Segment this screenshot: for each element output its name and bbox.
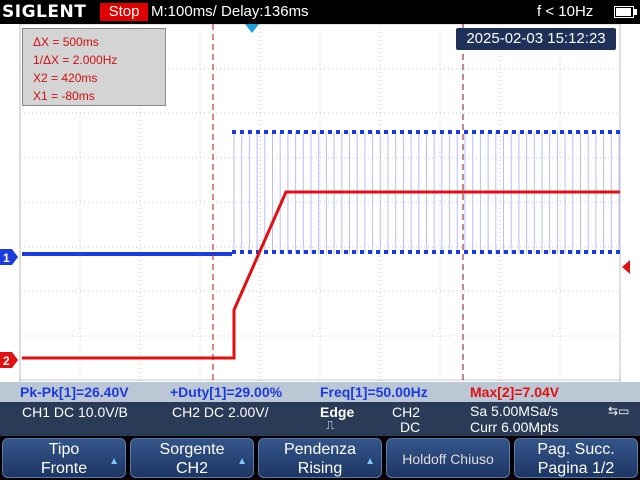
cursor-info-panel: ΔX = 500ms 1/ΔX = 2.000Hz X2 = 420ms X1 … [22,28,166,106]
rising-edge-icon: ⎍ [326,418,335,432]
menu-button-sorgente-value: CH2 [175,460,208,477]
menu-button-pendenza-value: Rising [297,460,343,477]
menu-button-next-page-value: Pagina 1/2 [537,460,615,477]
trigger-coupling: DC [400,419,421,435]
trigger-type[interactable]: Edge [320,404,355,420]
brand-logo: SIGLENT [2,2,87,22]
trigger-frequency-readout: f < 10Hz [537,3,594,20]
menu-button-pendenza[interactable]: Pendenza Rising ▲ [258,438,382,478]
channel-info-bar: CH1 DC 10.0V/B CH2 DC 2.00V/ Edge ⎍ CH2 … [0,402,640,436]
chevron-up-icon: ▲ [365,456,375,467]
battery-icon [614,6,637,18]
ch2-marker-label: 2 [3,354,10,368]
cursor-delta-x: ΔX = 500ms [33,35,99,49]
run-state-badge[interactable]: Stop [100,3,148,21]
menu-button-sorgente[interactable]: Sorgente CH2 ▲ [130,438,254,478]
trigger-position-marker[interactable] [245,24,259,33]
measurement-max: Max[2]=7.04V [470,384,560,400]
menu-button-next-page[interactable]: Pag. Succ. Pagina 1/2 [514,438,638,478]
ch2-offset-marker[interactable] [0,352,18,368]
soft-menu: Tipo Fronte ▲ Sorgente CH2 ▲ Pendenza Ri… [0,436,640,480]
cursor-inverse-delta-x: 1/ΔX = 2.000Hz [33,53,118,67]
ch1-marker-label: 1 [3,251,10,265]
menu-button-pendenza-label: Pendenza [283,441,357,458]
menu-button-sorgente-label: Sorgente [159,441,225,458]
menu-button-tipo-value: Fronte [40,460,88,477]
status-bar: SIGLENT Stop M:100ms/ Delay:136ms f < 10… [0,0,640,24]
waveform-display[interactable]: 1 2 ΔX = 500ms 1/ΔX = 2.000Hz X2 = 420ms… [0,24,640,382]
trigger-level-marker[interactable] [622,260,630,274]
menu-button-holdoff[interactable]: Holdoff Chiuso [386,438,510,478]
datetime-readout: 2025-02-03 15:12:23 [456,28,616,50]
measurement-duty: +Duty[1]=29.00% [170,384,283,400]
menu-button-next-page-label: Pag. Succ. [537,441,615,458]
sample-rate: Sa 5.00MSa/s [470,403,558,419]
chevron-up-icon: ▲ [109,456,119,467]
ch1-offset-marker[interactable] [0,249,18,265]
measurement-pkpk: Pk-Pk[1]=26.40V [20,384,129,400]
trigger-source: CH2 [392,404,421,420]
waveform-graticule: 1 2 [0,24,630,382]
menu-button-tipo-label: Tipo [48,441,80,458]
usb-icon: ⇆▭ [608,404,630,418]
memory-depth: Curr 6.00Mpts [470,419,559,435]
ch2-settings[interactable]: CH2 DC 2.00V/ [172,404,269,420]
menu-button-tipo[interactable]: Tipo Fronte ▲ [2,438,126,478]
cursor-x2-value: X2 = 420ms [33,71,98,85]
ch2-trace [22,190,620,360]
cursor-x1-value: X1 = -80ms [33,89,95,103]
ch1-settings[interactable]: CH1 DC 10.0V/B [22,404,128,420]
chevron-up-icon: ▲ [237,456,247,467]
measurement-bar: Pk-Pk[1]=26.40V +Duty[1]=29.00% Freq[1]=… [0,382,640,402]
timebase-readout: M:100ms/ Delay:136ms [151,3,309,20]
measurement-freq: Freq[1]=50.00Hz [320,384,428,400]
